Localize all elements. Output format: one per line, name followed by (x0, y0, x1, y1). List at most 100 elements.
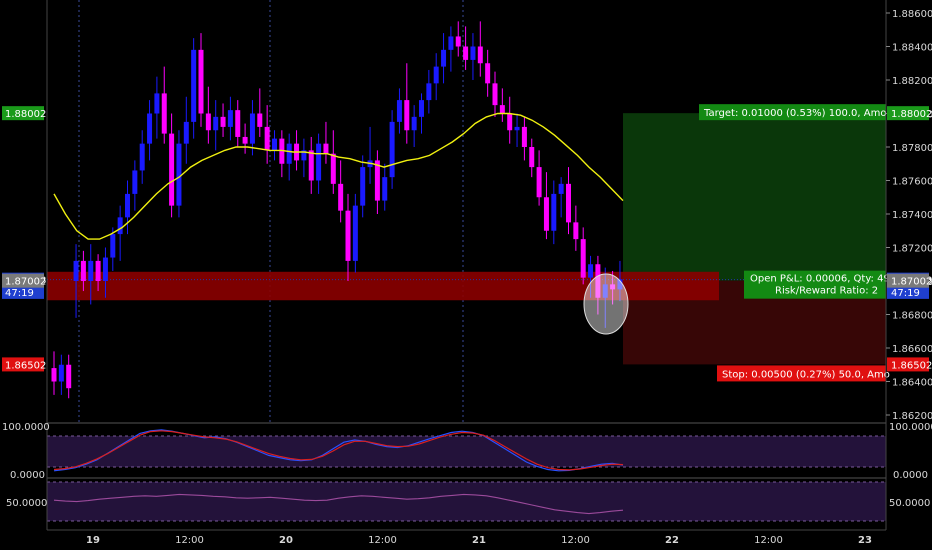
candle-body (441, 49, 447, 67)
candle-body (529, 147, 535, 168)
price-tick-label: 1.86400 (892, 378, 932, 389)
candle-body (249, 113, 255, 144)
candle-body (132, 170, 138, 194)
candle-body (404, 100, 410, 131)
candle-body (485, 63, 491, 84)
price-tag (887, 357, 929, 372)
price-tag (2, 273, 44, 288)
candle-body (183, 121, 189, 144)
time-axis[interactable]: 19 12:00 20 12:00 21 12:00 22 12:00 23 (86, 535, 872, 546)
candle-body (257, 113, 263, 127)
price-tick-label: 1.87600 (892, 177, 932, 188)
candle-body (330, 153, 336, 184)
price-tick-label: 1.86800 (892, 311, 932, 322)
moving-average-line (53, 112, 624, 240)
candle-body (316, 143, 322, 181)
candle-body (272, 138, 277, 151)
candle-body (139, 143, 145, 171)
candle-body (338, 183, 344, 211)
price-tag (2, 357, 44, 372)
highlight-ellipse[interactable] (583, 273, 629, 335)
candle-body (117, 217, 123, 235)
price-tag (2, 284, 44, 299)
price-pane[interactable]: Target: 0.01000 (0.53%) 100.0, Amo Open … (47, 0, 890, 422)
price-tick-label: 1.87200 (892, 244, 932, 255)
candle-body (492, 83, 498, 106)
candle-body (499, 105, 505, 114)
candle-body (154, 93, 160, 114)
position-target-zone[interactable] (623, 113, 886, 281)
rsi-tick-left: 50.0000 (6, 498, 47, 509)
price-tick-label: 1.88600 (892, 9, 932, 20)
candle-body (242, 136, 248, 144)
rsi-band (47, 482, 886, 521)
candle-body (602, 284, 608, 298)
price-tick-label: 1.86600 (892, 344, 932, 355)
candle-body (595, 264, 601, 298)
price-tag-label: 1.87002 (5, 277, 46, 288)
candle-body (536, 167, 542, 198)
candle-body (301, 150, 307, 161)
candle-body (95, 260, 101, 281)
price-tag (887, 284, 929, 299)
price-tick-label: 1.87800 (892, 143, 932, 154)
candle-body (470, 46, 476, 60)
candle-body (88, 260, 94, 281)
candle-body (125, 193, 130, 218)
candle-body (426, 83, 432, 101)
rsi-tick-right: 50.0000 (889, 498, 930, 509)
candle-body (610, 284, 616, 290)
candle-body (235, 110, 241, 137)
candle-body (448, 36, 454, 50)
stochastic-pane[interactable] (47, 422, 886, 472)
candle-body (323, 143, 329, 154)
time-tick-label: 21 (472, 535, 486, 546)
candle-body (308, 150, 314, 181)
candle-body (566, 183, 571, 223)
stoch-tick-right-top: 100.0000 (889, 422, 932, 433)
price-tag-label: 1.86502 (5, 360, 46, 371)
price-tag (887, 106, 929, 121)
time-tick-label: 20 (279, 535, 293, 546)
candle-body (73, 260, 79, 281)
candle-body (227, 110, 233, 127)
candle-body (176, 143, 182, 206)
candle-body (507, 113, 513, 131)
candle-body (580, 239, 586, 278)
price-tag-label: 1.88002 (5, 109, 46, 120)
candle-body (521, 126, 527, 147)
open-pnl-box[interactable]: Open P&L: 0.00006, Qty: 49 Risk/Reward R… (744, 270, 890, 299)
price-tag-label: 1.86502 (891, 360, 932, 371)
candle-body (382, 177, 388, 201)
price-tick-label: 1.88400 (892, 43, 932, 54)
candle-body (477, 46, 483, 64)
candle-body (411, 116, 417, 131)
open-pnl-label: Open P&L: 0.00006, Qty: 49 (750, 274, 890, 285)
rsi-pane[interactable] (47, 477, 886, 522)
price-tag (887, 273, 929, 288)
stochastic-k-line (53, 429, 624, 472)
price-tag (2, 106, 44, 121)
stoch-tick-right-bottom: 0.0000 (893, 470, 928, 481)
price-tick-label: 1.88200 (892, 76, 932, 87)
candle-body (588, 264, 594, 278)
candle-body (147, 113, 153, 144)
price-tag-label: 1.88002 (891, 109, 932, 120)
candle-body (360, 167, 366, 206)
candle-body (161, 93, 167, 134)
candle-body (617, 279, 623, 290)
candle-body (80, 260, 86, 281)
candle-body (58, 364, 64, 382)
candle-body (352, 205, 358, 261)
candle-body (433, 66, 439, 84)
stop-label-box[interactable]: Stop: 0.00500 (0.27%) 50.0, Amo (717, 365, 890, 382)
candle-body (102, 257, 108, 281)
candle-body (220, 116, 226, 127)
candle-body (110, 234, 116, 258)
time-tick-label: 12:00 (175, 535, 204, 546)
target-label-box[interactable]: Target: 0.01000 (0.53%) 100.0, Amo (699, 104, 886, 121)
candle-body (514, 126, 520, 131)
